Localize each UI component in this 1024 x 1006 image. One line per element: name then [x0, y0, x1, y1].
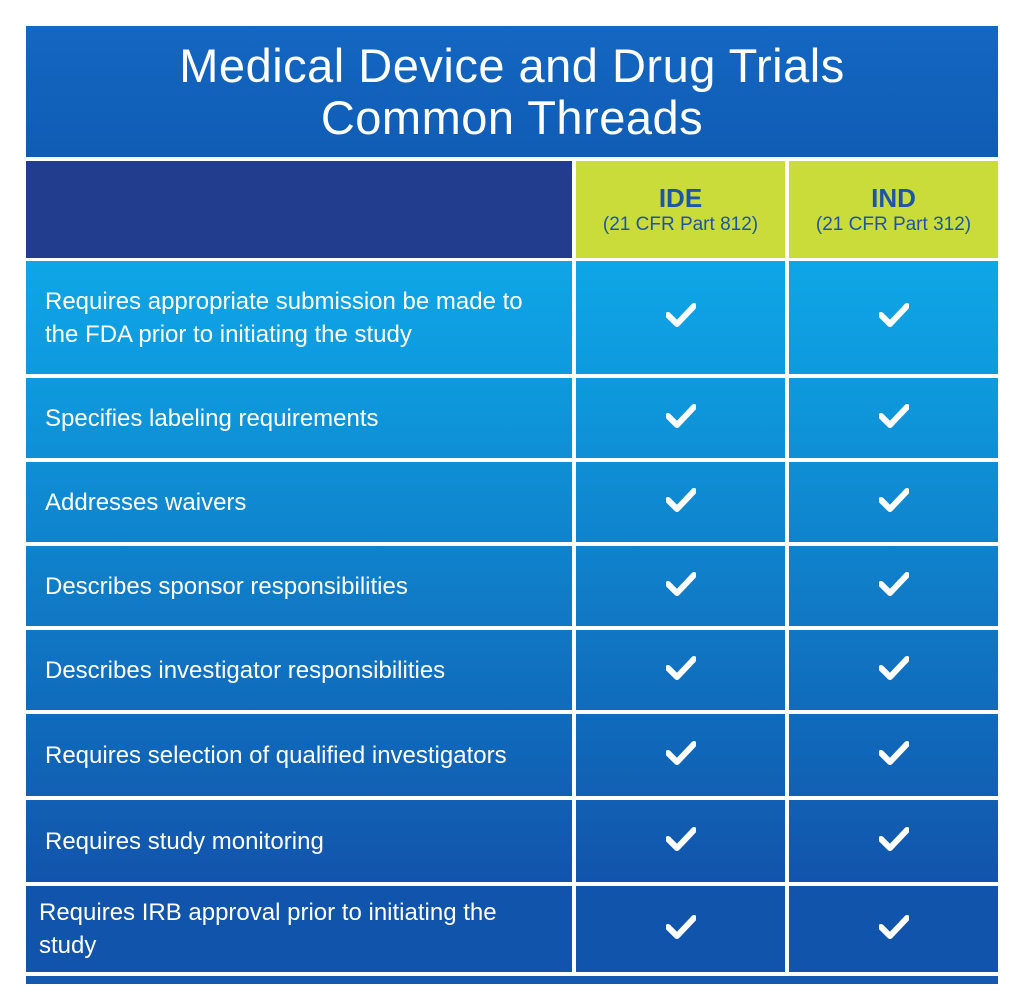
table-row: Specifies labeling requirements [26, 378, 998, 458]
table-row: Describes investigator responsibilities [26, 630, 998, 710]
header-blank-cell [26, 161, 572, 258]
column-header-ide-subtitle: (21 CFR Part 812) [602, 213, 759, 235]
column-header-ind-subtitle: (21 CFR Part 312) [815, 213, 972, 235]
row-check-cell-ind [789, 714, 998, 796]
checkmark-icon [877, 302, 910, 333]
row-label-text: Specifies labeling requirements [45, 404, 379, 432]
row-label-text: Requires appropriate submission be made … [45, 287, 523, 348]
checkmark-icon [877, 403, 910, 434]
checkmark-icon [664, 655, 697, 686]
checkmark-icon [664, 403, 697, 434]
checkmark-icon [664, 571, 697, 602]
checkmark-icon [664, 302, 697, 333]
row-label-text: Describes investigator responsibilities [45, 656, 446, 684]
row-label-text: Requires study monitoring [45, 827, 324, 855]
row-check-cell-ide [576, 546, 785, 626]
checkmark-icon [877, 487, 910, 518]
row-label-text: Requires selection of qualified investig… [45, 741, 507, 769]
table-row: Requires selection of qualified investig… [26, 714, 998, 796]
row-check-cell-ide [576, 462, 785, 542]
table-header-row: IDE (21 CFR Part 812) IND (21 CFR Part 3… [26, 161, 998, 258]
checkmark-icon [877, 655, 910, 686]
row-check-cell-ide [576, 630, 785, 710]
table-row: Describes sponsor responsibilities [26, 546, 998, 626]
checkmark-icon [877, 740, 910, 771]
table-body: Requires appropriate submission be made … [26, 261, 998, 972]
title-banner: Medical Device and Drug Trials Common Th… [26, 26, 998, 157]
checkmark-icon [664, 914, 697, 945]
row-label: Requires IRB approval prior to initiatin… [26, 886, 572, 972]
title-line-2: Common Threads [320, 90, 704, 144]
row-check-cell-ind [789, 630, 998, 710]
table-row: Addresses waivers [26, 462, 998, 542]
column-header-ide-name: IDE [658, 182, 703, 213]
table-row: Requires study monitoring [26, 800, 998, 882]
row-label-text: Describes sponsor responsibilities [45, 572, 408, 600]
row-label: Requires appropriate submission be made … [26, 261, 572, 374]
row-check-cell-ind [789, 546, 998, 626]
row-check-cell-ide [576, 378, 785, 458]
checkmark-icon [877, 826, 910, 857]
row-check-cell-ind [789, 378, 998, 458]
checkmark-icon [664, 487, 697, 518]
comparison-table: Medical Device and Drug Trials Common Th… [26, 26, 998, 984]
row-label: Describes investigator responsibilities [26, 630, 572, 710]
row-check-cell-ide [576, 886, 785, 972]
row-label: Describes sponsor responsibilities [26, 546, 572, 626]
row-check-cell-ide [576, 800, 785, 882]
column-header-ind: IND (21 CFR Part 312) [789, 161, 998, 258]
row-check-cell-ind [789, 261, 998, 374]
checkmark-icon [877, 571, 910, 602]
checkmark-icon [664, 740, 697, 771]
column-header-ide: IDE (21 CFR Part 812) [576, 161, 785, 258]
row-label: Addresses waivers [26, 462, 572, 542]
column-header-ind-name: IND [871, 182, 916, 213]
row-check-cell-ide [576, 714, 785, 796]
row-check-cell-ind [789, 886, 998, 972]
row-label-text: Addresses waivers [45, 488, 247, 516]
checkmark-icon [877, 914, 910, 945]
row-check-cell-ide [576, 261, 785, 374]
footer-divider [26, 976, 998, 984]
checkmark-icon [664, 826, 697, 857]
table-row: Requires appropriate submission be made … [26, 261, 998, 374]
row-label: Requires selection of qualified investig… [26, 714, 572, 796]
row-label: Specifies labeling requirements [26, 378, 572, 458]
title-line-1: Medical Device and Drug Trials [179, 38, 845, 92]
row-label-text: Requires IRB approval prior to initiatin… [39, 899, 497, 959]
row-check-cell-ind [789, 462, 998, 542]
row-label: Requires study monitoring [26, 800, 572, 882]
row-check-cell-ind [789, 800, 998, 882]
table-row: Requires IRB approval prior to initiatin… [26, 886, 998, 972]
